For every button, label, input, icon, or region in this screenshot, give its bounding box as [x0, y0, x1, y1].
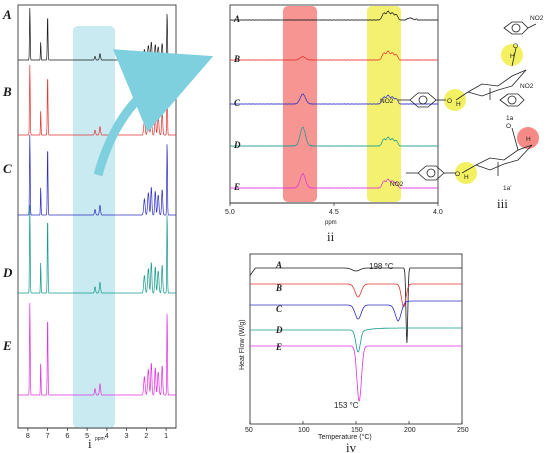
panel-iv-tick-label: 100 [298, 427, 310, 434]
panel-i-tick-label: 5 [85, 433, 89, 440]
panel-iv-tick-label: 150 [351, 427, 363, 434]
panel-ii-spectra [229, 10, 439, 189]
molecule-1a-prime-hydrogen-1: H [464, 174, 469, 181]
panel-iv-tick-label: 200 [404, 427, 416, 434]
panel-i-tick-label: 7 [46, 433, 50, 440]
panel-iv-tick-label: 250 [457, 427, 469, 434]
panel-i-tick-label: 2 [144, 433, 148, 440]
annotation-153: 153 °C [334, 401, 359, 410]
panel-ii: 5.0 4.5 4.0 A B C D E ppm ii [225, 4, 443, 244]
panel-iii-text: NO2 O O H H NO2 1a NO2 O O H H NO2 1a' i… [380, 15, 544, 211]
series-label-E-iv: E [275, 342, 282, 352]
panel-i-x-axis: 8 7 6 5 4 3 2 1 [18, 427, 176, 440]
panel-label-ii: ii [327, 229, 335, 244]
series-label-B-i: B [2, 84, 12, 99]
series-label-E-i: E [2, 338, 12, 353]
molecule-1a-prime [406, 93, 539, 184]
nmr-trace-D-i [18, 204, 176, 294]
panel-iv-x-axis: 50 100 150 200 250 [245, 421, 469, 434]
panel-ii-tick-label: 4.0 [433, 209, 443, 216]
panel-label-iii: iii [497, 196, 508, 211]
curved-arrow [93, 49, 214, 177]
molecule-1a-hydrogen-2: H [510, 53, 515, 60]
molecule-1a-prime-hydrogen-2: H [526, 136, 531, 143]
panel-ii-x-axis: 5.0 4.5 4.0 [225, 202, 443, 216]
panel-iv-frame [249, 253, 463, 425]
panel-i-highlight [73, 26, 115, 428]
series-label-D-iv: D [275, 325, 283, 335]
dsc-curve-E [250, 345, 462, 402]
nmr-trace-A-ii [229, 10, 439, 21]
molecule-1a-nitro-left: NO2 [380, 98, 394, 105]
dsc-curve-A [249, 267, 462, 344]
panel-i-tick-label: 6 [65, 433, 69, 440]
molecule-1a-prime-label: 1a' [503, 185, 511, 192]
nmr-trace-E-ii [229, 173, 439, 189]
molecule-1a-oxygen-1: O [447, 98, 452, 105]
series-label-A-i: A [2, 7, 12, 22]
panel-ii-xlabel: ppm [325, 220, 337, 226]
nmr-trace-B-ii [229, 50, 439, 61]
panel-ii-tick-label: 4.5 [329, 209, 339, 216]
annotation-198: 198 °C [369, 262, 394, 271]
molecule-1a-prime-nitro: NO2 [520, 83, 534, 90]
panel-label-i: i [88, 436, 92, 451]
molecule-1a-prime-nitro-left: NO2 [390, 181, 404, 188]
nmr-trace-D-ii [229, 126, 439, 147]
panel-iv-tick-label: 50 [245, 427, 253, 434]
panel-label-iv: iv [346, 440, 357, 453]
dsc-curve-D [250, 327, 462, 353]
molecule-1a-oxygen-2: O [513, 43, 518, 50]
dsc-curve-B [250, 283, 462, 308]
series-label-C-ii: C [234, 98, 241, 108]
series-label-C-i: C [3, 161, 12, 176]
panel-iv-ylabel: Heat Flow (W/g) [239, 319, 246, 370]
panel-iv-xlabel: Temperature (°C) [318, 433, 372, 441]
molecule-1a-hydrogen-1: H [456, 101, 461, 108]
series-label-E-ii: E [233, 182, 240, 192]
panel-i-tick-label: 3 [125, 433, 129, 440]
panel-iii [398, 21, 539, 184]
molecule-1a-label: 1a [506, 115, 514, 122]
panel-i-tick-label: 1 [164, 433, 168, 440]
series-label-B-ii: B [233, 54, 240, 64]
panel-i-xlabel: ppm [95, 436, 105, 442]
molecule-1a-prime-oxygen-2: O [506, 123, 511, 130]
molecule-1a-prime-oxygen-1: O [455, 171, 460, 178]
molecule-1a-nitro: NO2 [530, 15, 544, 22]
dsc-curve-C [250, 300, 462, 322]
panel-ii-yellow-highlight [367, 6, 401, 202]
molecule-1a [398, 21, 537, 111]
panel-iv: 50 100 150 200 250 A B C D E 198 °C 153 °C H… [239, 253, 469, 453]
panel-i: 8 7 6 5 4 3 2 1 A B C D E i ppm [2, 4, 177, 451]
panel-ii-red-highlight [283, 6, 317, 202]
nmr-trace-C-i [18, 134, 176, 216]
nmr-trace-C-ii [229, 93, 439, 105]
series-label-A-iv: A [275, 260, 282, 270]
panel-i-tick-label: 4 [105, 433, 109, 440]
panel-ii-tick-label: 5.0 [225, 209, 235, 216]
series-label-A-ii: A [233, 14, 240, 24]
series-label-D-ii: D [233, 140, 241, 150]
series-label-B-iv: B [275, 283, 282, 293]
panel-i-tick-label: 8 [26, 433, 30, 440]
nmr-trace-E-i [18, 302, 176, 396]
series-label-D-i: D [2, 265, 13, 280]
series-label-C-iv: C [276, 304, 283, 314]
panel-iv-curves [249, 267, 462, 402]
